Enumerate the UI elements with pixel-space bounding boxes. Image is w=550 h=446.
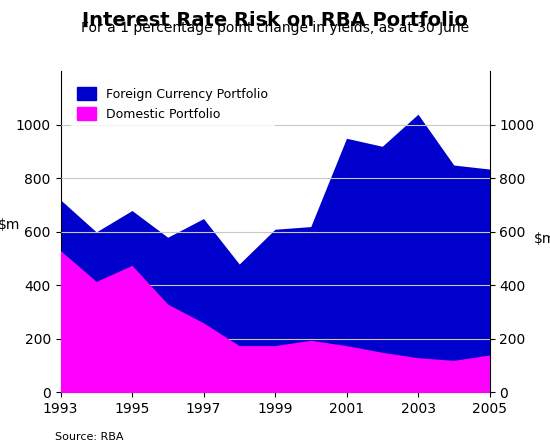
Text: Source: RBA: Source: RBA <box>55 432 124 442</box>
Text: Interest Rate Risk on RBA Portfolio: Interest Rate Risk on RBA Portfolio <box>82 11 468 29</box>
Y-axis label: $m: $m <box>0 218 20 232</box>
Y-axis label: $m: $m <box>534 232 550 246</box>
Legend: Foreign Currency Portfolio, Domestic Portfolio: Foreign Currency Portfolio, Domestic Por… <box>71 81 274 127</box>
Title: For a 1 percentage point change in yields, as at 30 June: For a 1 percentage point change in yield… <box>81 21 469 36</box>
